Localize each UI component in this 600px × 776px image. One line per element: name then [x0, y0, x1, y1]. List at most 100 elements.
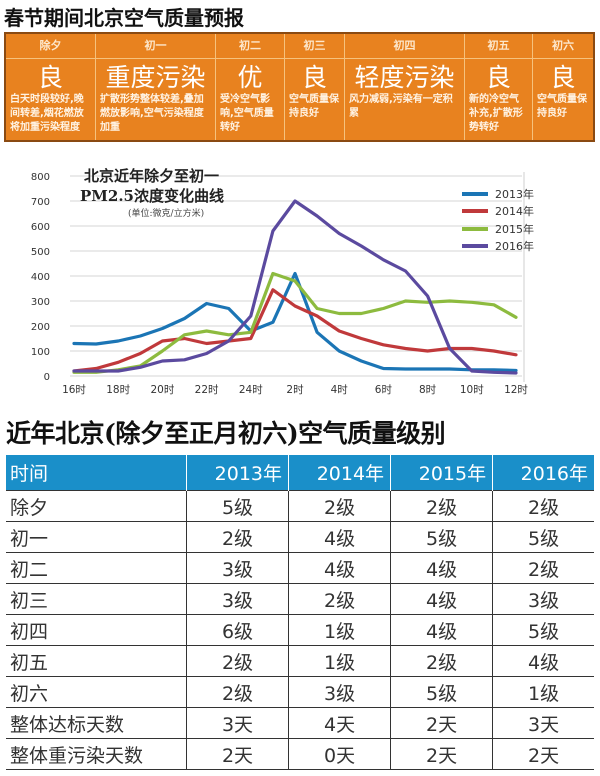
row-label-cell: 初一 — [6, 521, 187, 553]
forecast-day-label: 初六 — [533, 34, 593, 59]
forecast-desc: 空气质量保持良好 — [289, 94, 339, 119]
forecast-level: 优 — [237, 63, 263, 92]
grade-cell: 4级 — [390, 583, 493, 615]
grade-cell: 2天 — [390, 707, 493, 739]
y-tick-label: 200 — [31, 322, 50, 333]
grade-cell: 5级 — [185, 490, 289, 522]
pm25-chart: 0 100 200 300 400 500 600 700 800 16时 18时 20时 22时 24时… — [0, 160, 600, 405]
series-line-2016 — [72, 199, 518, 375]
header-cell: 2016年 — [492, 455, 594, 491]
forecast-desc: 风力减弱,污染有一定积累 — [349, 94, 453, 119]
legend-item: 2014年 — [462, 203, 534, 221]
grade-cell: 4级 — [288, 552, 391, 584]
table-title: 近年北京(除夕至正月初六)空气质量级别 — [6, 419, 446, 448]
legend-swatch — [462, 209, 488, 214]
forecast-day: 初五 良 新的冷空气补充,扩散形势转好 — [465, 34, 533, 140]
y-tick-label: 800 — [31, 172, 50, 183]
forecast-level: 良 — [37, 63, 63, 92]
forecast-day: 初三 良 空气质量保持良好 — [285, 34, 345, 140]
chart-subtitle: PM2.5浓度变化曲线 — [80, 187, 224, 205]
row-label-cell: 初六 — [6, 676, 187, 708]
table-header-row: 时间 2013年 2014年 2015年 2016年 — [6, 455, 594, 491]
forecast-day-label: 初二 — [216, 34, 284, 59]
legend-item: 2013年 — [462, 185, 534, 203]
forecast-day-label: 初五 — [465, 34, 532, 59]
x-tick-label: 4时 — [331, 384, 349, 396]
table-row: 初六 2级 3级 5级 1级 — [6, 676, 594, 708]
y-tick-label: 0 — [44, 372, 50, 383]
y-tick-label: 100 — [31, 347, 50, 358]
forecast-desc: 白天时段较好,晚间转差,烟花燃放将加重污染程度 — [10, 94, 84, 133]
table-row: 初五 2级 1级 2级 4级 — [6, 645, 594, 677]
chart-unit-note: (单位:微克/立方米) — [128, 209, 205, 219]
header-cell: 2014年 — [288, 455, 391, 491]
grade-cell: 3天 — [185, 707, 289, 739]
row-label-cell: 初五 — [6, 645, 187, 677]
table-row: 初二 3级 4级 4级 2级 — [6, 552, 594, 584]
grade-cell: 1级 — [492, 676, 594, 708]
grade-cell: 4天 — [288, 707, 391, 739]
forecast-desc: 受冷空气影响,空气质量转好 — [220, 94, 274, 133]
forecast-day-label: 除夕 — [6, 34, 95, 59]
legend-swatch — [462, 244, 488, 249]
y-tick-label: 300 — [31, 297, 50, 308]
row-label-cell: 整体达标天数 — [6, 707, 187, 739]
grade-cell: 0天 — [288, 738, 391, 770]
series-line-2015 — [72, 271, 518, 374]
table-row: 整体重污染天数 2天 0天 2天 2天 — [6, 738, 594, 770]
header-cell: 时间 — [6, 455, 187, 491]
grade-cell: 2级 — [288, 490, 391, 522]
table-row: 整体达标天数 3天 4天 2天 3天 — [6, 707, 594, 739]
legend-label: 2013年 — [495, 187, 534, 201]
grade-cell: 5级 — [390, 676, 493, 708]
legend-swatch — [462, 191, 488, 196]
y-tick-label: 600 — [31, 222, 50, 233]
forecast-desc: 新的冷空气补充,扩散形势转好 — [469, 94, 523, 133]
forecast-day-label: 初四 — [345, 34, 464, 59]
row-label-cell: 除夕 — [6, 490, 187, 522]
forecast-day: 初一 重度污染 扩散形势整体较差,叠加燃放影响,空气污染程度加重 — [96, 34, 216, 140]
legend-label: 2014年 — [495, 205, 534, 219]
chart-title: 北京近年除夕至初一 — [84, 167, 220, 185]
grade-cell: 2天 — [185, 738, 289, 770]
grade-cell: 5级 — [492, 521, 594, 553]
x-tick-label: 12时 — [504, 384, 528, 396]
forecast-level: 良 — [550, 63, 576, 92]
table-row: 初一 2级 4级 5级 5级 — [6, 521, 594, 553]
forecast-day: 初六 良 空气质量保持良好 — [533, 34, 593, 140]
grade-cell: 2级 — [492, 552, 594, 584]
x-tick-label: 6时 — [375, 384, 393, 396]
forecast-level: 重度污染 — [105, 63, 206, 92]
x-tick-label: 2时 — [286, 384, 304, 396]
row-label-cell: 初三 — [6, 583, 187, 615]
x-tick-label: 16时 — [62, 384, 86, 396]
grade-cell: 5级 — [390, 521, 493, 553]
row-label-cell: 初二 — [6, 552, 187, 584]
y-tick-label: 700 — [31, 197, 50, 208]
y-tick-label: 500 — [31, 247, 50, 258]
grade-cell: 3级 — [492, 583, 594, 615]
header-cell: 2013年 — [185, 455, 289, 491]
row-label-cell: 整体重污染天数 — [6, 738, 187, 770]
grade-cell: 2级 — [185, 645, 289, 677]
forecast-desc: 空气质量保持良好 — [537, 94, 587, 119]
x-tick-label: 22时 — [195, 384, 219, 396]
forecast-day: 除夕 良 白天时段较好,晚间转差,烟花燃放将加重污染程度 — [6, 34, 96, 140]
grade-cell: 2天 — [390, 738, 493, 770]
x-tick-label: 18时 — [106, 384, 130, 396]
grade-cell: 1级 — [288, 614, 391, 646]
x-tick-label: 24时 — [239, 384, 263, 396]
legend-label: 2015年 — [495, 222, 534, 236]
grade-cell: 2级 — [390, 645, 493, 677]
x-tick-label: 10时 — [460, 384, 484, 396]
forecast-day-label: 初三 — [285, 34, 344, 59]
table-row: 初四 6级 1级 4级 5级 — [6, 614, 594, 646]
grade-cell: 2级 — [185, 676, 289, 708]
grade-cell: 4级 — [390, 614, 493, 646]
row-label-cell: 初四 — [6, 614, 187, 646]
forecast-banner: 除夕 良 白天时段较好,晚间转差,烟花燃放将加重污染程度 初一 重度污染 扩散形… — [4, 32, 595, 142]
grade-cell: 2级 — [390, 490, 493, 522]
grade-cell: 4级 — [390, 552, 493, 584]
forecast-day-label: 初一 — [96, 34, 215, 59]
grade-cell: 3级 — [185, 583, 289, 615]
